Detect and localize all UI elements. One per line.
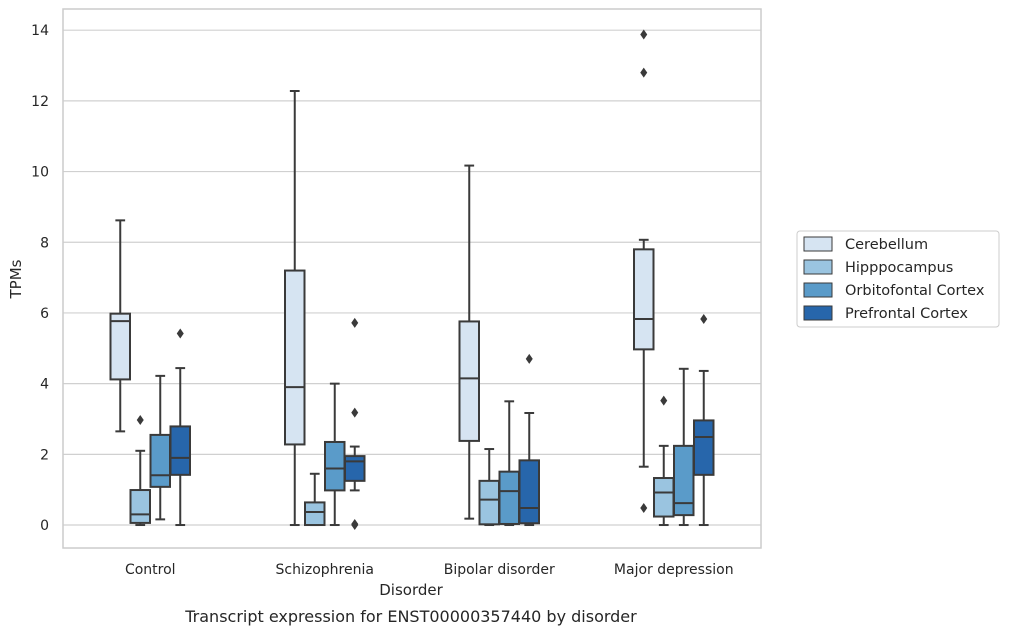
outlier-point	[640, 29, 648, 40]
plot-frame	[62, 8, 762, 549]
y-tick-label: 2	[40, 447, 49, 463]
legend-entry-label: Cerebellum	[845, 237, 928, 253]
box-cerebellum	[633, 29, 655, 514]
box-orbitofontal-cortex	[673, 367, 695, 527]
box-iqr	[673, 444, 695, 517]
legend-entry-label: Prefrontal Cortex	[845, 306, 968, 322]
x-tick-label: Control	[125, 562, 176, 578]
y-tick-label: 14	[31, 23, 49, 39]
legend-swatch	[803, 305, 833, 321]
chart-caption: Transcript expression for ENST0000035744…	[184, 607, 637, 626]
x-tick-label: Schizophrenia	[276, 562, 374, 578]
legend-swatch	[803, 259, 833, 275]
legend-entry-label: Orbitofontal Cortex	[845, 283, 985, 299]
y-tick-label: 12	[31, 94, 49, 110]
box-cerebellum	[284, 89, 306, 527]
box-iqr	[633, 248, 655, 351]
box-iqr	[653, 477, 675, 518]
box-cerebellum	[458, 164, 480, 520]
x-axis-title: Disorder	[379, 581, 443, 599]
outlier-point	[351, 518, 359, 529]
box-orbitofontal-cortex	[324, 382, 346, 527]
box-hipppocampus	[478, 448, 500, 527]
box-iqr	[324, 440, 346, 492]
y-tick-label: 4	[40, 377, 49, 393]
box-hipppocampus	[304, 472, 326, 527]
boxes	[109, 29, 715, 531]
box-iqr	[518, 459, 540, 525]
legend-frame	[796, 230, 1000, 328]
y-tick-label: 0	[40, 518, 49, 534]
outlier-point	[176, 328, 184, 339]
box-orbitofontal-cortex	[498, 400, 520, 527]
box-iqr	[304, 501, 326, 527]
box-iqr	[129, 489, 151, 524]
box-iqr	[109, 312, 131, 381]
box-orbitofontal-cortex	[149, 374, 171, 521]
box-iqr	[344, 455, 366, 482]
outlier-point	[640, 503, 648, 514]
x-axis-ticks: Control Schizophrenia Bipolar disorder Majo…	[125, 562, 734, 578]
box-prefrontal-cortex	[518, 353, 540, 527]
outlier-point	[660, 395, 668, 406]
y-tick-label: 10	[31, 165, 49, 181]
outlier-point	[525, 353, 533, 364]
x-tick-label: Major depression	[614, 562, 734, 578]
box-iqr	[498, 470, 520, 525]
y-axis-ticks: 0 2 4 6 8 10 12 14	[31, 23, 49, 534]
box-iqr	[149, 433, 171, 488]
outlier-point	[640, 67, 648, 78]
outlier-point	[351, 407, 359, 418]
outlier-point	[351, 317, 359, 328]
box-prefrontal-cortex	[344, 317, 366, 531]
y-tick-label: 8	[40, 235, 49, 251]
legend-entry-label: Hipppocampus	[845, 260, 953, 276]
box-hipppocampus	[129, 415, 151, 527]
legend: Cerebellum Hipppocampus Orbitofontal Corte…	[796, 230, 1000, 328]
box-prefrontal-cortex	[693, 313, 715, 527]
box-prefrontal-cortex	[169, 328, 191, 527]
box-hipppocampus	[653, 395, 675, 527]
box-cerebellum	[109, 219, 131, 433]
y-axis-title: TPMs	[7, 259, 25, 299]
legend-swatch	[803, 282, 833, 298]
y-tick-label: 6	[40, 306, 49, 322]
legend-swatch	[803, 236, 833, 252]
box-iqr	[693, 419, 715, 476]
box-iqr	[284, 269, 306, 446]
outlier-point	[700, 313, 708, 324]
x-tick-label: Bipolar disorder	[444, 562, 555, 578]
box-iqr	[458, 320, 480, 442]
box-iqr	[169, 425, 191, 476]
outlier-point	[136, 415, 144, 426]
box-iqr	[478, 479, 500, 526]
